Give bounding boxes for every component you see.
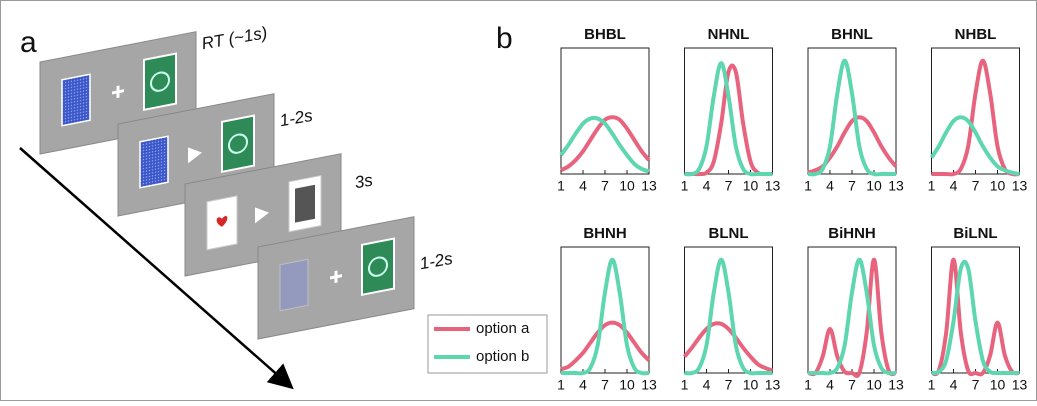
x-tick-label: 7 (725, 377, 733, 393)
x-tick-label: 10 (866, 178, 882, 194)
plot-frame (561, 48, 649, 174)
chart-title: BHNL (831, 26, 873, 43)
x-tick-label: 7 (601, 377, 609, 393)
x-tick-label: 13 (641, 377, 657, 393)
x-tick-label: 1 (681, 377, 689, 393)
x-tick-label: 10 (619, 377, 635, 393)
x-tick-label: 7 (725, 178, 733, 194)
x-tick-label: 13 (1012, 178, 1028, 194)
legend-label: option a (476, 320, 530, 337)
x-tick-label: 4 (703, 178, 711, 194)
x-tick-label: 4 (703, 377, 711, 393)
x-tick-label: 13 (888, 377, 904, 393)
x-tick-label: 1 (804, 377, 812, 393)
plot-frame (808, 48, 896, 174)
x-tick-label: 7 (601, 178, 609, 194)
x-tick-label: 4 (950, 178, 958, 194)
x-tick-label: 4 (826, 178, 834, 194)
x-tick-label: 7 (972, 377, 980, 393)
x-tick-label: 7 (848, 178, 856, 194)
panel-label: b (496, 22, 513, 55)
x-tick-label: 4 (950, 377, 958, 393)
x-tick-label: 1 (928, 178, 936, 194)
x-tick-label: 10 (619, 178, 635, 194)
x-tick-label: 10 (743, 377, 759, 393)
x-tick-label: 10 (990, 178, 1006, 194)
x-tick-label: 7 (848, 377, 856, 393)
plot-frame (932, 48, 1020, 174)
plot-frame (685, 247, 773, 373)
x-tick-label: 4 (579, 178, 587, 194)
chart-title: NHNL (708, 26, 750, 43)
plot-frame (561, 247, 649, 373)
x-tick-label: 7 (972, 178, 980, 194)
x-tick-label: 13 (765, 178, 781, 194)
x-tick-label: 1 (928, 377, 936, 393)
chart-title: BiHNH (828, 225, 876, 242)
chart-title: BiLNL (953, 225, 997, 242)
x-tick-label: 13 (641, 178, 657, 194)
legend-label: option b (476, 348, 529, 365)
x-tick-label: 4 (826, 377, 834, 393)
x-tick-label: 1 (681, 178, 689, 194)
chart-title: BHNH (583, 225, 626, 242)
x-tick-label: 13 (888, 178, 904, 194)
x-tick-label: 13 (1012, 377, 1028, 393)
chart-title: BHBL (584, 26, 626, 43)
chart-title: NHBL (955, 26, 997, 43)
figure: a b RT (~1s) 1-2s 3s 1-2s option aoption… (0, 0, 1037, 401)
panel-label: a (20, 26, 37, 59)
x-tick-label: 1 (804, 178, 812, 194)
x-tick-label: 1 (557, 377, 565, 393)
x-tick-label: 10 (866, 377, 882, 393)
x-tick-label: 1 (557, 178, 565, 194)
chart-title: BLNL (709, 225, 749, 242)
x-tick-label: 13 (765, 377, 781, 393)
x-tick-label: 4 (579, 377, 587, 393)
x-tick-label: 10 (990, 377, 1006, 393)
x-tick-label: 10 (743, 178, 759, 194)
step-time: 3s (353, 170, 374, 192)
